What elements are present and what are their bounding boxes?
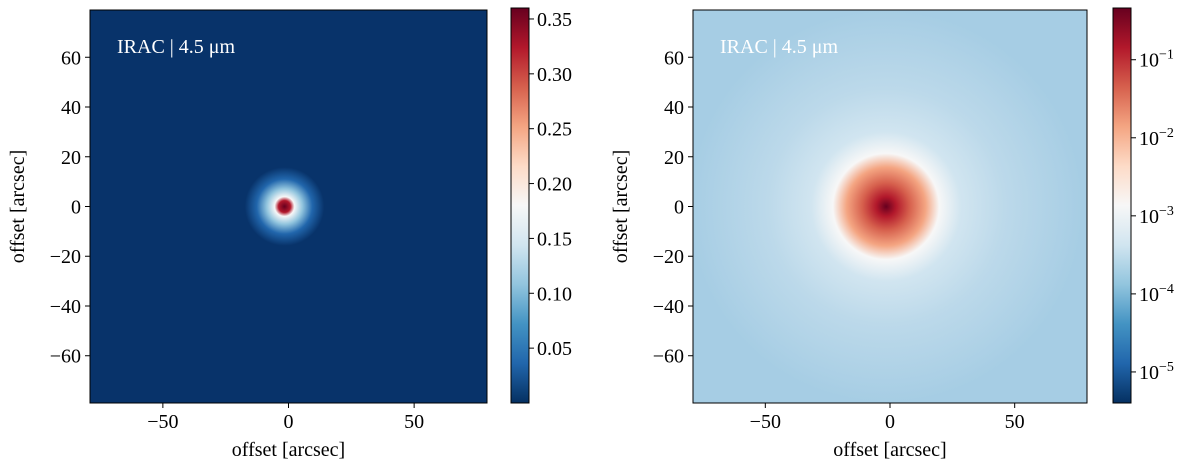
annotation: IRAC | 4.5 μm [117, 36, 236, 58]
y-tick-label: −40 [653, 296, 684, 318]
colorbar [1112, 7, 1132, 404]
colorbar [510, 7, 530, 404]
colorbar-tick-label: 10−2 [1139, 126, 1174, 150]
y-tick-label: 40 [664, 97, 684, 119]
annotation: IRAC | 4.5 μm [720, 36, 839, 58]
psf-image [90, 10, 487, 403]
colorbar-tick-label: 0.35 [537, 9, 572, 31]
x-tick-label: 0 [885, 411, 895, 433]
colorbar-tick-label: 10−5 [1139, 360, 1174, 384]
y-tick-label: −40 [50, 296, 81, 318]
colorbar-tick-label: 0.20 [537, 174, 572, 196]
colorbar-tick-label: 0.05 [537, 338, 572, 360]
x-tick-label: 50 [404, 411, 424, 433]
y-tick-label: 0 [71, 197, 81, 219]
y-tick-label: 60 [61, 47, 81, 69]
y-tick-label: 0 [674, 197, 684, 219]
y-tick-label: 20 [61, 147, 81, 169]
x-tick-label: 0 [284, 411, 294, 433]
y-tick-label: 60 [664, 47, 684, 69]
colorbar-tick-label: 0.15 [537, 228, 572, 250]
x-tick-label: 50 [1005, 411, 1025, 433]
y-axis-label: offset [arcsec] [7, 150, 29, 263]
y-axis-label: offset [arcsec] [610, 150, 632, 263]
x-axis-label: offset [arcsec] [232, 439, 345, 461]
y-tick-label: −20 [50, 246, 81, 268]
x-tick-label: −50 [147, 411, 178, 433]
x-axis-label: offset [arcsec] [833, 439, 946, 461]
y-tick-label: −60 [653, 346, 684, 368]
y-tick-label: 40 [61, 97, 81, 119]
colorbar-tick-label: 10−1 [1139, 48, 1174, 72]
colorbar-tick-label: 0.30 [537, 64, 572, 86]
colorbar-tick-label: 0.10 [537, 283, 572, 305]
y-tick-label: 20 [664, 147, 684, 169]
psf-image [693, 10, 1087, 403]
colorbar-tick-label: 10−3 [1139, 204, 1174, 228]
y-tick-label: −20 [653, 246, 684, 268]
colorbar-tick-label: 0.25 [537, 119, 572, 141]
colorbar-tick-label: 10−4 [1139, 282, 1174, 306]
x-tick-label: −50 [750, 411, 781, 433]
y-tick-label: −60 [50, 346, 81, 368]
